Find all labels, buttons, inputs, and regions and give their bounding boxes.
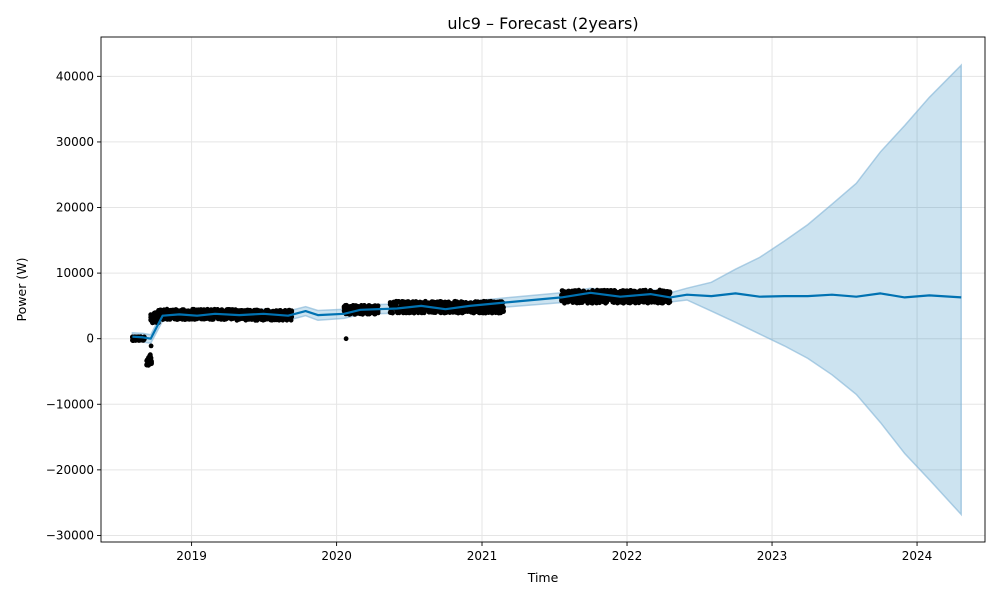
observed-point xyxy=(375,310,381,316)
x-tick-label: 2020 xyxy=(321,549,352,563)
y-axis-label: Power (W) xyxy=(14,258,29,322)
y-tick-label: 30000 xyxy=(56,135,94,149)
y-tick-label: −20000 xyxy=(46,463,94,477)
observed-point xyxy=(390,310,395,316)
chart-title: ulc9 – Forecast (2years) xyxy=(447,14,638,33)
observed-point xyxy=(343,336,349,342)
y-tick-label: 10000 xyxy=(56,266,94,280)
y-tick-label: 40000 xyxy=(56,69,94,83)
observed-point xyxy=(501,309,506,314)
x-tick-label: 2023 xyxy=(757,549,788,563)
observed-point xyxy=(667,290,673,296)
x-tick-label: 2019 xyxy=(176,549,207,563)
y-tick-label: 0 xyxy=(86,332,94,346)
observed-point xyxy=(501,305,506,310)
y-tick-label: −10000 xyxy=(46,397,94,411)
observed-point xyxy=(375,303,381,309)
y-tick-label: 20000 xyxy=(56,201,94,215)
x-tick-label: 2021 xyxy=(467,549,498,563)
plot-frame xyxy=(100,36,986,543)
forecast-line-group xyxy=(132,291,962,340)
observed-point xyxy=(667,299,673,305)
forecast-line xyxy=(132,291,962,340)
observed-point xyxy=(148,343,154,349)
axis-ticks: 2019 2020 2021 2022 2023 2024 −30000 −20000 −100… xyxy=(46,69,933,563)
y-tick-label: −30000 xyxy=(46,528,94,542)
grid xyxy=(101,37,985,542)
observed-point xyxy=(289,309,295,315)
x-axis-label: Time xyxy=(527,570,559,585)
observed-point xyxy=(149,358,154,364)
x-tick-label: 2024 xyxy=(902,549,933,563)
x-tick-label: 2022 xyxy=(612,549,643,563)
